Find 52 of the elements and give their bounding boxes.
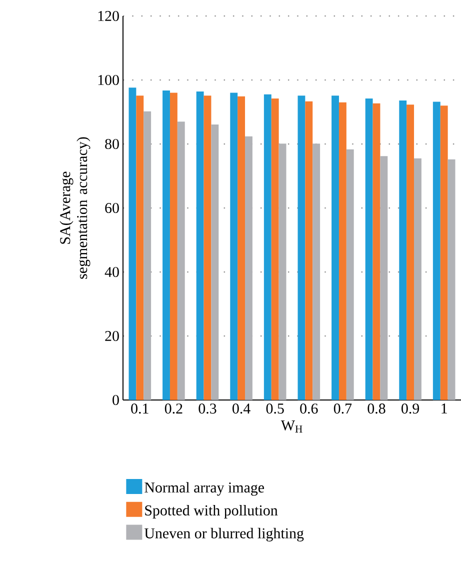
x-tick-label: 0.2 — [164, 404, 182, 414]
y-tick-label: 100 — [98, 74, 119, 86]
y-tick-label: 0 — [112, 394, 119, 406]
x-tick-label: 0.7 — [334, 404, 352, 414]
y-tick-label: 40 — [104, 266, 119, 278]
bar — [346, 149, 354, 400]
y-tick-label: 120 — [98, 10, 119, 22]
bar — [196, 92, 204, 400]
bar — [312, 144, 320, 400]
bar — [278, 144, 286, 400]
legend-label: Spotted with pollution — [145, 504, 278, 519]
bar — [162, 90, 170, 400]
bar — [448, 159, 456, 400]
bar — [305, 101, 313, 400]
bar — [380, 156, 388, 400]
x-tick-label: 0.6 — [300, 404, 318, 414]
bar — [338, 102, 346, 400]
x-tick-label: 0.1 — [131, 404, 148, 414]
bar — [399, 100, 407, 400]
x-tick-label: 0.3 — [198, 404, 216, 414]
bar — [177, 122, 185, 400]
bar — [332, 96, 339, 400]
bar — [204, 96, 212, 400]
y-tick-label: 80 — [105, 138, 119, 150]
y-tick-label: 60 — [105, 202, 119, 214]
x-tick-label: 0.9 — [402, 404, 420, 414]
bar — [440, 106, 448, 400]
x-tick-label: 0.4 — [232, 404, 250, 414]
bar — [230, 92, 238, 400]
bar — [264, 94, 272, 400]
bar — [372, 103, 380, 400]
legend-label: Normal array image — [144, 482, 264, 496]
bar — [144, 111, 152, 400]
bar — [170, 92, 178, 400]
bar — [245, 136, 252, 400]
bar — [298, 96, 306, 400]
y-axis-title: SA(Average segmentation accuracy) — [60, 137, 90, 279]
bar — [432, 102, 440, 400]
x-tick-label: 1 — [442, 404, 447, 414]
bar — [365, 98, 373, 400]
x-axis-title: W$_{H}$ — [280, 420, 302, 432]
bar — [414, 158, 422, 400]
bar — [271, 98, 279, 400]
x-tick-label: 0.5 — [266, 404, 284, 414]
bar — [211, 124, 219, 400]
legend-label: Uneven or blurred lighting — [144, 528, 304, 542]
x-tick-label: 0.8 — [368, 404, 386, 414]
y-tick-label: 20 — [105, 330, 119, 342]
bar — [136, 96, 144, 400]
bar — [128, 88, 136, 400]
bar — [406, 104, 414, 400]
bar — [238, 96, 246, 400]
